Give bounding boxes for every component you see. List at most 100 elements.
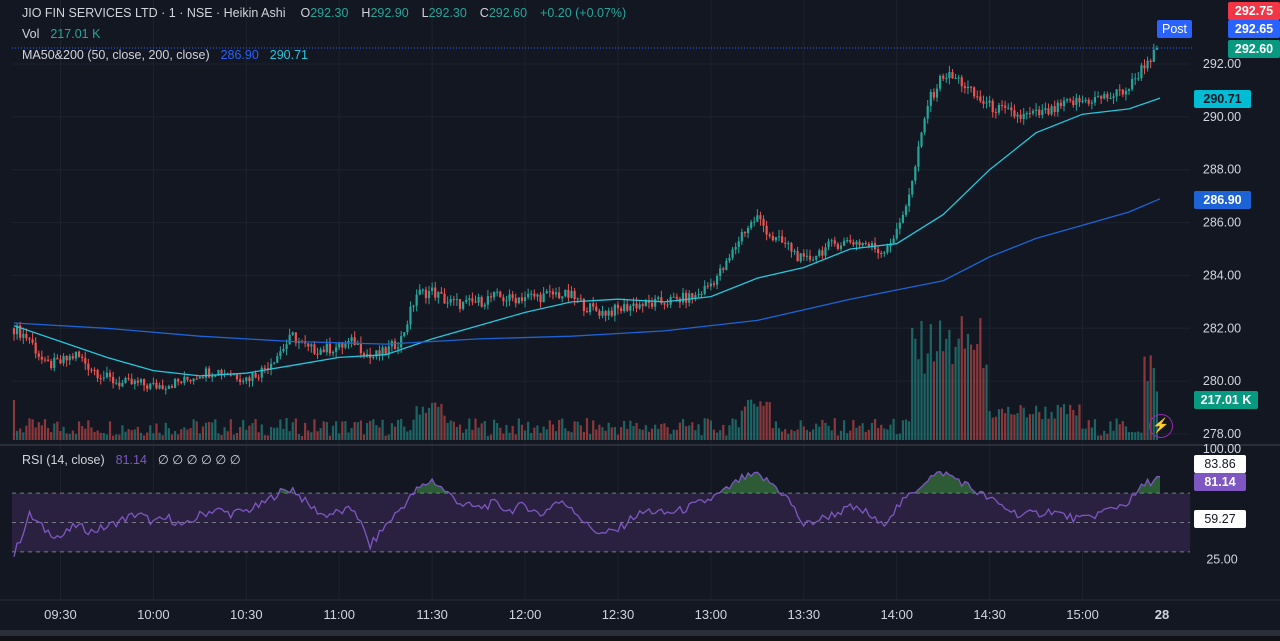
symbol-title[interactable]: JIO FIN SERVICES LTD · 1 · NSE · Heikin … [22,6,286,20]
volume-bar [678,422,682,440]
volume-bar [359,420,362,440]
volume-bar [833,418,836,440]
volume-bar [477,427,480,440]
volume-bar [102,432,105,440]
candle-body [1059,102,1062,107]
candle-body [356,342,359,345]
volume-bar [369,420,372,440]
volume-bar [582,431,586,440]
candle-body [663,303,666,305]
candle-body [694,295,697,299]
volume-bar [969,344,973,440]
rsi-legend-extras: ∅ ∅ ∅ ∅ ∅ ∅ [157,453,241,467]
volume-bar [641,429,644,440]
candle-body [1075,97,1078,105]
volume-bar [217,433,220,440]
candle-body [375,350,378,357]
candle-body [195,378,198,380]
volume-bar [530,433,533,440]
candle-body [595,306,598,311]
volume-bar [929,324,932,440]
volume-bar [313,419,316,440]
candle-body [1038,109,1041,116]
candle-body [214,375,217,377]
volume-bar [685,426,688,440]
rsi-overbought-fill [416,479,448,494]
volume-bar [1004,413,1007,440]
volume-bar [985,364,988,440]
rsi-mid-badge: 59.27 [1194,510,1246,528]
candle-body [251,373,254,382]
time-tick-label: 15:00 [1066,607,1099,622]
candle-body [1087,99,1090,104]
volume-bar [347,432,350,440]
rsi-line [13,470,1160,558]
candle-body [424,289,428,299]
candle-body [276,356,279,363]
candle-body [146,385,149,389]
candle-body [539,294,542,303]
candle-body [291,332,294,335]
candle-body [43,359,47,361]
candle-body [65,355,68,361]
volume-bar [883,428,886,440]
candle-body [201,377,205,379]
candle-body [827,241,830,248]
volume-bar [387,434,390,440]
volume-bar [508,432,511,440]
volume-bar [1081,428,1084,440]
candle-body [257,377,260,379]
candle-body [99,378,102,380]
candle-body [818,250,821,256]
candle-body [688,293,691,303]
volume-bar [926,353,929,440]
volume-bar [108,421,112,440]
volume-bar [1069,404,1072,440]
candle-body [1143,65,1146,69]
candle-body [784,242,787,244]
volume-bar [15,430,19,440]
candle-body [706,285,709,287]
volume-bar [1103,430,1106,440]
candle-body [307,343,310,347]
time-tick-label: 12:00 [509,607,542,622]
volume-bar [192,419,195,440]
lightning-icon[interactable]: ⚡ [1149,414,1173,438]
candle-body [208,368,211,378]
candle-body [1103,93,1106,99]
candle-body [1044,108,1047,111]
ohlc-close-value: 292.60 [488,6,528,20]
candle-body [973,87,976,97]
volume-bar [746,399,750,440]
volume-bar [895,434,898,440]
volume-bar [65,433,68,440]
candle-body [115,382,118,384]
volume-bar [266,435,270,440]
candle-body [477,297,480,303]
volume-bar [607,422,610,440]
candle-body [328,343,332,354]
volume-bar [316,431,319,440]
ohlc-low-label: L [421,6,429,20]
candle-body [1062,100,1066,107]
volume-bar [812,429,815,440]
candle-body [412,305,415,307]
volume-legend[interactable]: Vol 217.01 K [22,26,100,42]
volume-bar [846,433,849,440]
volume-bar [1109,421,1112,440]
volume-bar [59,430,62,440]
candle-body [1155,48,1159,50]
volume-bar [570,432,573,440]
volume-bar [511,425,514,440]
volume-bar [173,431,177,440]
volume-bar [245,429,248,440]
candle-body [260,367,263,378]
candle-body [1137,78,1140,80]
volume-bar [424,412,428,440]
time-tick-label: 12:30 [602,607,635,622]
rsi-legend[interactable]: RSI (14, close) 81.14 ∅ ∅ ∅ ∅ ∅ ∅ [22,452,241,468]
ma-legend[interactable]: MA50&200 (50, close, 200, close) 286.90 … [22,47,308,63]
volume-bar [1131,431,1134,440]
